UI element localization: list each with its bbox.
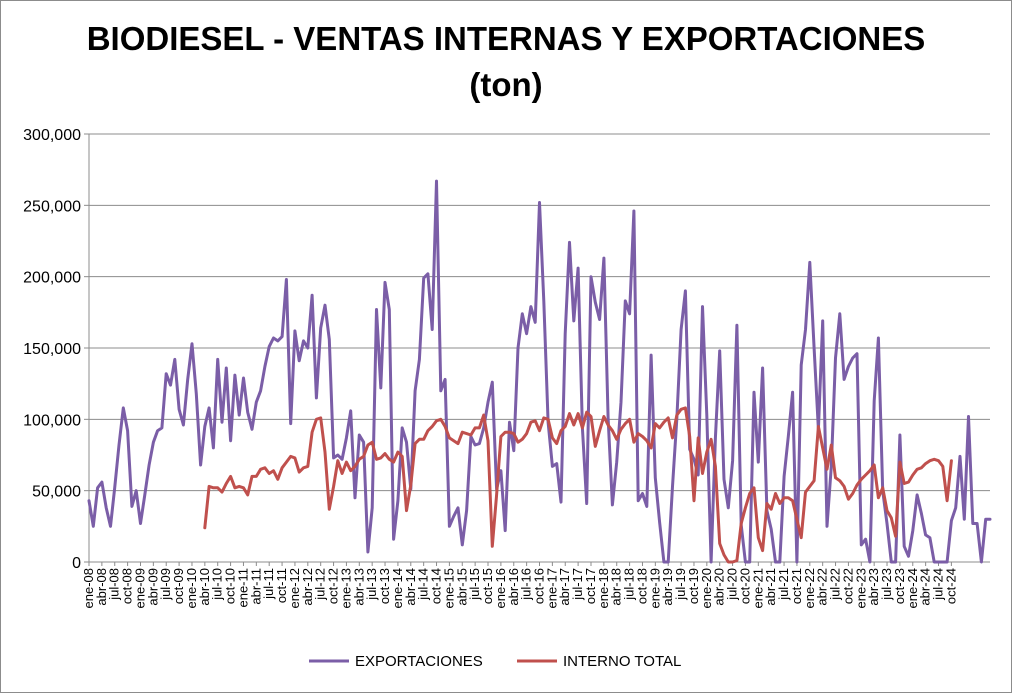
x-tick-label: ene-22: [802, 568, 817, 608]
x-tick-label: oct-17: [583, 568, 598, 604]
y-tick-label: 0: [72, 555, 81, 572]
x-tick-label: oct-13: [377, 568, 392, 604]
y-axis: 0 50,000 100,000 150,000 200,000 250,000 300,0…: [23, 127, 90, 572]
x-tick-label: ene-18: [596, 568, 611, 608]
x-tick-label: abr-18: [609, 568, 624, 606]
x-tick-label: abr-22: [815, 568, 830, 606]
series-line-exportaciones: [87, 179, 992, 564]
x-tick-label: ene-23: [853, 568, 868, 608]
x-tick-label: ene-12: [287, 568, 302, 608]
x-tick-label: abr-08: [94, 568, 109, 606]
x-tick-label: ene-24: [905, 568, 920, 608]
x-tick-label: jul-17: [570, 568, 585, 601]
x-tick-label: jul-21: [776, 568, 791, 601]
x-tick-label: abr-15: [454, 568, 469, 606]
x-tick-label: jul-24: [931, 568, 946, 601]
x-tick-label: ene-08: [81, 568, 96, 608]
x-tick-label: ene-14: [390, 568, 405, 608]
x-tick-label: jul-16: [519, 568, 534, 601]
chart-subtitle: (ton): [469, 66, 543, 103]
x-tick-label: oct-15: [480, 568, 495, 604]
x-tick-label: oct-14: [429, 568, 444, 604]
x-tick-label: abr-16: [506, 568, 521, 606]
x-tick-label: oct-24: [943, 568, 958, 604]
x-tick-label: abr-23: [866, 568, 881, 606]
x-tick-label: jul-08: [107, 568, 122, 601]
x-tick-label: ene-10: [184, 568, 199, 608]
x-tick-label: jul-09: [158, 568, 173, 601]
x-tick-label: jul-13: [364, 568, 379, 601]
x-tick-label: jul-22: [828, 568, 843, 601]
y-tick-label: 250,000: [23, 198, 81, 215]
x-tick-label: oct-21: [789, 568, 804, 604]
x-tick-label: ene-16: [493, 568, 508, 608]
x-tick-label: jul-19: [673, 568, 688, 601]
series-lines: [87, 179, 992, 564]
x-tick-label: ene-11: [235, 568, 250, 608]
x-axis: ene-08abr-08jul-08oct-08ene-09abr-09jul-…: [81, 561, 990, 608]
x-tick-label: jul-10: [210, 568, 225, 601]
x-tick-label: ene-15: [441, 568, 456, 608]
y-tick-label: 300,000: [23, 127, 81, 144]
x-tick-label: abr-17: [557, 568, 572, 606]
x-tick-label: ene-21: [750, 568, 765, 608]
x-tick-label: ene-20: [699, 568, 714, 608]
x-tick-label: abr-09: [145, 568, 160, 606]
x-tick-label: jul-14: [416, 568, 431, 601]
chart-title: BIODIESEL - VENTAS INTERNAS Y EXPORTACIO…: [86, 20, 926, 57]
x-tick-label: oct-18: [634, 568, 649, 604]
x-tick-label: oct-12: [326, 568, 341, 604]
x-tick-label: abr-19: [660, 568, 675, 606]
legend: EXPORTACIONES INTERNO TOTAL: [309, 653, 681, 670]
x-tick-label: oct-20: [737, 568, 752, 604]
x-tick-label: jul-11: [261, 568, 276, 600]
x-tick-label: ene-09: [132, 568, 147, 608]
y-tick-label: 50,000: [32, 484, 81, 501]
x-tick-label: abr-11: [248, 568, 263, 605]
x-tick-label: abr-10: [197, 568, 212, 606]
legend-label: EXPORTACIONES: [355, 653, 483, 670]
x-tick-label: jul-15: [467, 568, 482, 601]
x-tick-label: oct-10: [223, 568, 238, 604]
x-tick-label: ene-19: [647, 568, 662, 608]
legend-label: INTERNO TOTAL: [563, 653, 681, 670]
x-tick-label: abr-20: [712, 568, 727, 606]
x-tick-label: jul-23: [879, 568, 894, 601]
x-tick-label: abr-21: [763, 568, 778, 606]
series-line-interno-total: [203, 406, 953, 564]
x-tick-label: abr-24: [918, 568, 933, 606]
x-tick-label: oct-16: [532, 568, 547, 604]
x-tick-label: abr-13: [351, 568, 366, 606]
x-tick-label: oct-23: [892, 568, 907, 604]
x-tick-label: ene-13: [338, 568, 353, 608]
x-tick-label: oct-09: [171, 568, 186, 604]
x-tick-label: jul-20: [725, 568, 740, 601]
x-tick-label: oct-08: [120, 568, 135, 604]
gridlines: [89, 133, 990, 492]
x-tick-label: oct-11: [274, 568, 289, 603]
x-tick-label: ene-17: [544, 568, 559, 608]
x-tick-label: jul-12: [313, 568, 328, 601]
y-tick-label: 150,000: [23, 341, 81, 358]
y-tick-label: 200,000: [23, 270, 81, 287]
x-tick-label: abr-14: [403, 568, 418, 606]
y-tick-label: 100,000: [23, 412, 81, 429]
x-tick-label: abr-12: [300, 568, 315, 606]
x-tick-label: jul-18: [622, 568, 637, 601]
x-tick-label: oct-19: [686, 568, 701, 604]
x-tick-label: oct-22: [840, 568, 855, 604]
